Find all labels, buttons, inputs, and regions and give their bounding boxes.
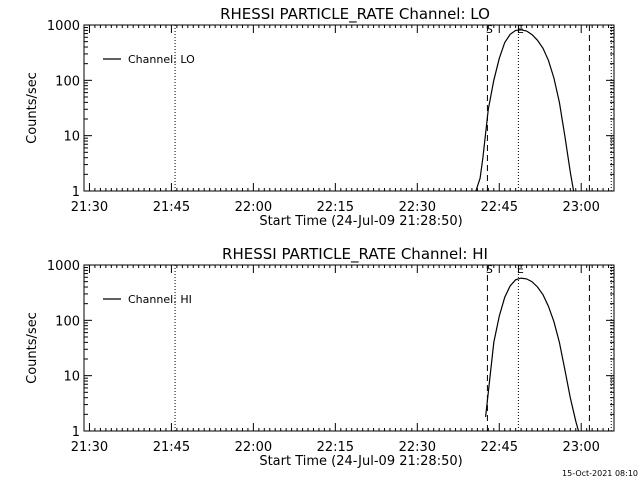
x-tick-label: 22:15 xyxy=(317,200,354,215)
y-tick-label: 1 xyxy=(72,425,80,440)
y-tick-label: 10 xyxy=(63,130,80,145)
x-tick-label: 22:45 xyxy=(481,440,518,455)
timestamp-label: 15-Oct-2021 08:10 xyxy=(562,469,638,478)
x-tick-label: 22:00 xyxy=(235,440,272,455)
legend-label: Channel: HI xyxy=(128,293,192,306)
y-tick-label: 1000 xyxy=(47,19,80,34)
chart-title: RHESSI PARTICLE_RATE Channel: HI xyxy=(222,245,488,264)
y-tick-label: 100 xyxy=(55,74,80,89)
legend-label: Channel: LO xyxy=(128,53,195,66)
x-tick-label: 21:30 xyxy=(71,440,108,455)
plot-frame xyxy=(83,264,615,432)
y-tick-label: 1000 xyxy=(47,259,80,274)
chart-panel-1: RHESSI PARTICLE_RATE Channel: LO 21:30 21:… xyxy=(25,5,615,229)
event-marker-e: E xyxy=(517,263,524,276)
y-tick-label: 1 xyxy=(72,185,80,200)
y-tick-label: 100 xyxy=(55,314,80,329)
x-tick-label: 21:30 xyxy=(71,200,108,215)
x-axis-label: Start Time (24-Jul-09 21:28:50) xyxy=(259,454,462,469)
data-line xyxy=(475,29,575,192)
x-tick-label: 22:15 xyxy=(317,440,354,455)
chart-title: RHESSI PARTICLE_RATE Channel: LO xyxy=(220,5,490,24)
x-tick-label: 21:45 xyxy=(153,440,190,455)
event-marker-s: S xyxy=(486,23,493,36)
event-marker-s: S xyxy=(486,263,493,276)
y-axis-label: Counts/sec xyxy=(25,72,40,144)
x-axis-label: Start Time (24-Jul-09 21:28:50) xyxy=(259,214,462,229)
x-tick-label: 22:30 xyxy=(399,440,436,455)
y-tick-label: 10 xyxy=(63,370,80,385)
x-tick-label: 23:00 xyxy=(562,440,599,455)
y-axis-label: Counts/sec xyxy=(25,312,40,384)
x-tick-label: 22:45 xyxy=(481,200,518,215)
x-tick-label: 22:30 xyxy=(399,200,436,215)
x-tick-label: 22:00 xyxy=(235,200,272,215)
data-line xyxy=(485,277,580,432)
x-tick-label: 21:45 xyxy=(153,200,190,215)
x-tick-label: 23:00 xyxy=(562,200,599,215)
chart-panel-2: RHESSI PARTICLE_RATE Channel: HI 21:30 21:… xyxy=(25,245,615,469)
plot-frame xyxy=(83,24,615,192)
